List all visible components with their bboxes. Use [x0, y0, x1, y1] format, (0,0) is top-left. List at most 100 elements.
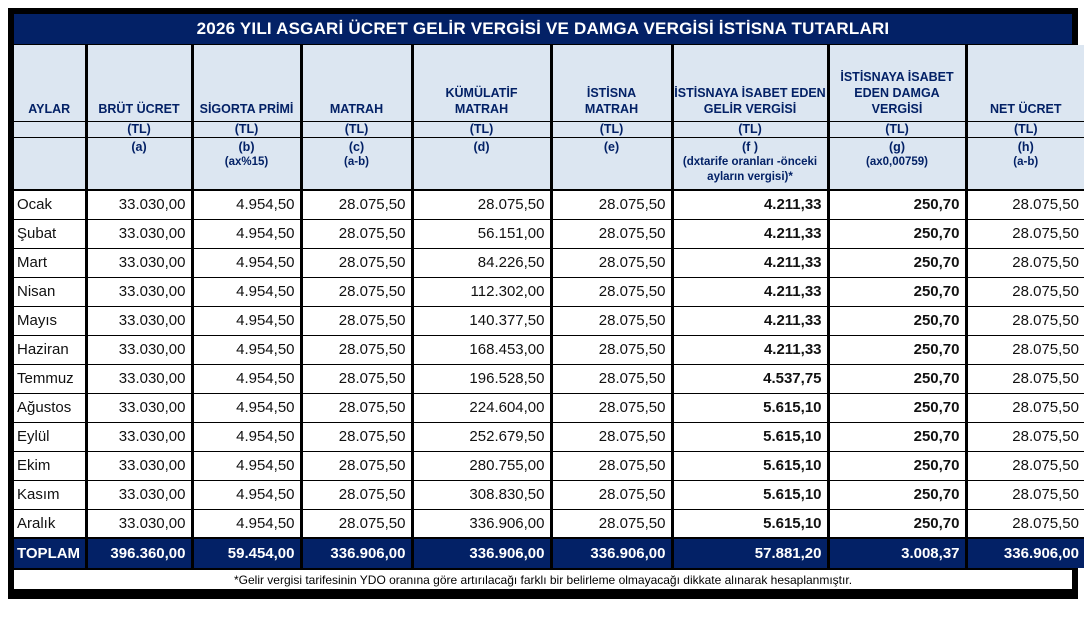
total-cell-damga: 3.008,37	[826, 537, 966, 568]
cell-gelir: 4.211,33	[670, 306, 828, 336]
formula-kumulatif: (d)	[410, 137, 551, 191]
table-row: Nisan 33.030,00 4.954,50 28.075,50 112.302,0…	[14, 277, 1084, 307]
cell-brut: 33.030,00	[84, 422, 192, 452]
cell-gelir: 5.615,10	[670, 393, 828, 423]
cell-sigorta: 4.954,50	[190, 393, 301, 423]
total-cell-matrah: 336.906,00	[299, 537, 412, 568]
cell-sigorta: 4.954,50	[190, 335, 301, 365]
unit-sigorta: (TL)	[190, 121, 301, 138]
cell-sigorta: 4.954,50	[190, 219, 301, 249]
cell-kumulatif: 84.226,50	[410, 248, 551, 278]
cell-month: Ocak	[14, 190, 86, 220]
cell-brut: 33.030,00	[84, 451, 192, 481]
formula-gelir: (f ) (dxtarife oranları -önceki ayların v…	[670, 137, 828, 191]
cell-istisna: 28.075,50	[549, 248, 672, 278]
cell-kumulatif: 336.906,00	[410, 509, 551, 539]
table-row: Ocak 33.030,00 4.954,50 28.075,50 28.075,50 2…	[14, 190, 1084, 220]
code-label: (g)	[889, 139, 905, 154]
cell-gelir: 4.537,75	[670, 364, 828, 394]
cell-net: 28.075,50	[964, 451, 1084, 481]
cell-brut: 33.030,00	[84, 393, 192, 423]
col-header-brut: BRÜT ÜCRET	[84, 45, 192, 122]
cell-istisna: 28.075,50	[549, 451, 672, 481]
cell-net: 28.075,50	[964, 480, 1084, 510]
table-row: Temmuz 33.030,00 4.954,50 28.075,50 196.528,…	[14, 364, 1084, 394]
unit-matrah: (TL)	[299, 121, 412, 138]
col-header-net: NET ÜCRET	[964, 45, 1084, 122]
cell-kumulatif: 196.528,50	[410, 364, 551, 394]
cell-month: Mayıs	[14, 306, 86, 336]
cell-damga: 250,70	[826, 422, 966, 452]
table-row: Aralık 33.030,00 4.954,50 28.075,50 336.906,…	[14, 509, 1084, 539]
cell-damga: 250,70	[826, 364, 966, 394]
total-cell-brut: 396.360,00	[84, 537, 192, 568]
formula-sigorta: (b) (ax%15)	[190, 137, 301, 191]
cell-matrah: 28.075,50	[299, 190, 412, 220]
table-row: Haziran 33.030,00 4.954,50 28.075,50 168.453…	[14, 335, 1084, 365]
formula-label: (a-b)	[1013, 156, 1039, 169]
cell-kumulatif: 28.075,50	[410, 190, 551, 220]
cell-kumulatif: 112.302,00	[410, 277, 551, 307]
formula-month	[14, 137, 86, 191]
cell-damga: 250,70	[826, 190, 966, 220]
cell-brut: 33.030,00	[84, 480, 192, 510]
cell-damga: 250,70	[826, 248, 966, 278]
cell-damga: 250,70	[826, 509, 966, 539]
total-cell-sigorta: 59.454,00	[190, 537, 301, 568]
header-formula-row: (a) (b) (ax%15) (c) (a-b) (d) (e) (f ) (dxt…	[14, 137, 1084, 191]
formula-label: (dxtarife oranları -önceki ayların vergi…	[682, 156, 818, 183]
cell-gelir: 4.211,33	[670, 277, 828, 307]
table-header: AYLAR BRÜT ÜCRET SİGORTA PRİMİ MATRAH KÜ…	[14, 45, 1084, 191]
code-label: (f )	[742, 139, 758, 154]
cell-gelir: 5.615,10	[670, 509, 828, 539]
cell-brut: 33.030,00	[84, 248, 192, 278]
unit-net: (TL)	[964, 121, 1084, 138]
cell-net: 28.075,50	[964, 219, 1084, 249]
cell-month: Ağustos	[14, 393, 86, 423]
cell-matrah: 28.075,50	[299, 364, 412, 394]
cell-matrah: 28.075,50	[299, 335, 412, 365]
col-header-gelir: İSTİSNAYA İSABET EDEN GELİR VERGİSİ	[670, 45, 828, 122]
table-row: Ekim 33.030,00 4.954,50 28.075,50 280.755,00…	[14, 451, 1084, 481]
unit-damga: (TL)	[826, 121, 966, 138]
cell-istisna: 28.075,50	[549, 219, 672, 249]
cell-gelir: 4.211,33	[670, 248, 828, 278]
cell-net: 28.075,50	[964, 422, 1084, 452]
unit-month	[14, 121, 86, 138]
cell-kumulatif: 140.377,50	[410, 306, 551, 336]
cell-brut: 33.030,00	[84, 509, 192, 539]
code-label: (b)	[238, 139, 255, 154]
cell-istisna: 28.075,50	[549, 480, 672, 510]
formula-label: (ax0,00759)	[865, 156, 929, 169]
cell-net: 28.075,50	[964, 509, 1084, 539]
cell-istisna: 28.075,50	[549, 306, 672, 336]
unit-istisna: (TL)	[549, 121, 672, 138]
cell-net: 28.075,50	[964, 306, 1084, 336]
table-body: Ocak 33.030,00 4.954,50 28.075,50 28.075,50 2…	[14, 190, 1084, 568]
cell-net: 28.075,50	[964, 335, 1084, 365]
cell-net: 28.075,50	[964, 277, 1084, 307]
cell-matrah: 28.075,50	[299, 306, 412, 336]
table-row: Şubat 33.030,00 4.954,50 28.075,50 56.151,00…	[14, 219, 1084, 249]
cell-sigorta: 4.954,50	[190, 451, 301, 481]
total-cell-istisna: 336.906,00	[549, 537, 672, 568]
cell-month: Aralık	[14, 509, 86, 539]
cell-brut: 33.030,00	[84, 190, 192, 220]
cell-gelir: 5.615,10	[670, 422, 828, 452]
formula-net: (h) (a-b)	[964, 137, 1084, 191]
col-header-month: AYLAR	[14, 45, 86, 122]
cell-month: Eylül	[14, 422, 86, 452]
formula-brut: (a)	[84, 137, 192, 191]
cell-matrah: 28.075,50	[299, 248, 412, 278]
cell-gelir: 4.211,33	[670, 335, 828, 365]
cell-net: 28.075,50	[964, 393, 1084, 423]
cell-month: Şubat	[14, 219, 86, 249]
cell-matrah: 28.075,50	[299, 219, 412, 249]
cell-damga: 250,70	[826, 277, 966, 307]
col-header-damga: İSTİSNAYA İSABET EDEN DAMGA VERGİSİ	[826, 45, 966, 122]
cell-istisna: 28.075,50	[549, 393, 672, 423]
cell-matrah: 28.075,50	[299, 480, 412, 510]
cell-gelir: 4.211,33	[670, 190, 828, 220]
cell-brut: 33.030,00	[84, 219, 192, 249]
cell-sigorta: 4.954,50	[190, 306, 301, 336]
